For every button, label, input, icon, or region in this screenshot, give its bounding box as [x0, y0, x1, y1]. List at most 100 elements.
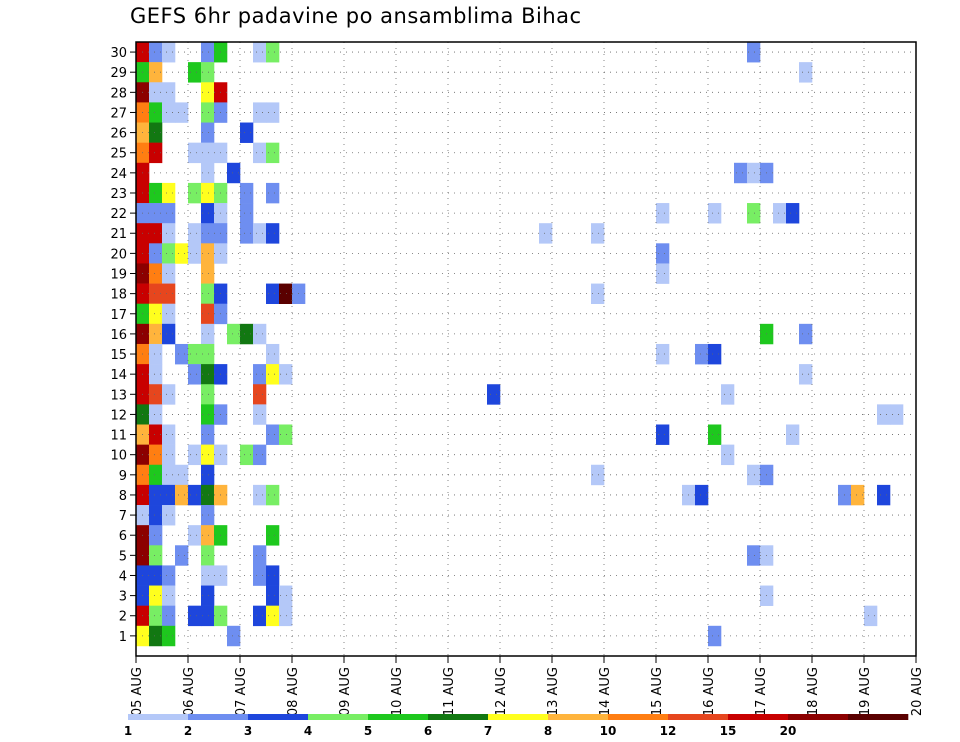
- heatmap-cell: [188, 444, 202, 466]
- heatmap-cell: [162, 605, 176, 627]
- heatmap-cell: [240, 203, 254, 224]
- x-tick-label: 09 AUG: [338, 667, 353, 716]
- heatmap-cell: [149, 142, 163, 164]
- heatmap-cell: [162, 102, 176, 123]
- heatmap-cell: [877, 484, 891, 506]
- legend-swatch: [848, 714, 909, 720]
- heatmap-cell: [188, 364, 202, 385]
- heatmap-cell: [266, 525, 280, 546]
- heatmap-cell: [786, 424, 800, 445]
- x-tick-label: 18 AUG: [806, 667, 821, 716]
- heatmap-cell: [266, 182, 280, 204]
- heatmap-cell: [799, 62, 813, 83]
- heatmap-cell: [227, 625, 241, 647]
- y-tick-label: 22: [110, 207, 127, 222]
- y-tick-label: 9: [119, 469, 127, 484]
- heatmap-cell: [591, 223, 605, 244]
- heatmap-cell: [253, 42, 267, 63]
- heatmap-cell: [162, 303, 176, 325]
- heatmap-cell: [149, 464, 163, 486]
- heatmap-cell: [149, 203, 163, 224]
- heatmap-cell: [149, 605, 163, 627]
- legend-swatch: [308, 714, 369, 720]
- heatmap-cell: [266, 283, 280, 305]
- x-tick-label: 07 AUG: [234, 667, 249, 716]
- heatmap-cell: [162, 585, 176, 606]
- heatmap-cell: [266, 585, 280, 606]
- legend-swatch: [128, 714, 189, 720]
- legend-swatch: [248, 714, 309, 720]
- legend-swatch: [488, 714, 549, 720]
- heatmap-cell: [721, 384, 735, 405]
- heatmap-cell: [149, 364, 163, 385]
- heatmap-cell: [201, 323, 215, 345]
- heatmap-cell: [201, 565, 215, 586]
- heatmap-cell: [149, 444, 163, 466]
- heatmap-cell: [786, 203, 800, 224]
- heatmap-cell: [149, 303, 163, 325]
- heatmap-cell: [149, 484, 163, 506]
- y-tick-label: 16: [110, 328, 127, 343]
- heatmap-cell: [188, 62, 202, 83]
- x-tick-label: 19 AUG: [858, 667, 873, 716]
- y-tick-label: 13: [110, 388, 127, 403]
- y-tick-label: 20: [110, 247, 127, 262]
- y-tick-label: 27: [110, 106, 127, 121]
- heatmap-cell: [747, 545, 761, 566]
- heatmap-cell: [799, 323, 813, 345]
- heatmap-cell: [175, 102, 189, 123]
- heatmap-cell: [175, 243, 189, 264]
- heatmap-cell: [149, 545, 163, 566]
- heatmap-cell: [175, 464, 189, 486]
- heatmap-cell: [149, 263, 163, 284]
- x-tick-label: 15 AUG: [650, 667, 665, 716]
- heatmap-cell: [201, 464, 215, 486]
- legend-label: 20: [780, 724, 797, 738]
- heatmap-cell: [201, 283, 215, 305]
- heatmap-cell: [201, 243, 215, 264]
- heatmap-cell: [162, 182, 176, 204]
- legend-swatch: [428, 714, 489, 720]
- legend-swatch: [188, 714, 249, 720]
- y-tick-label: 14: [110, 368, 127, 383]
- heatmap-cell: [188, 182, 202, 204]
- heatmap-cell: [162, 424, 176, 445]
- heatmap-cell: [201, 424, 215, 445]
- y-tick-label: 12: [110, 408, 127, 423]
- heatmap-cell: [149, 565, 163, 586]
- legend-label: 3: [244, 724, 252, 738]
- x-axis: 05 AUG 06 AUG 07 AUG 08 AUG 09 AUG 10 AUG 11 A…: [130, 656, 925, 716]
- heatmap-cell: [253, 444, 267, 466]
- legend-label: 15: [720, 724, 737, 738]
- x-tick-label: 16 AUG: [702, 667, 717, 716]
- heatmap-cell: [162, 444, 176, 466]
- legend-label: 2: [184, 724, 192, 738]
- heatmap-cell: [201, 223, 215, 244]
- x-tick-label: 20 AUG: [910, 667, 925, 716]
- heatmap-cell: [175, 545, 189, 566]
- heatmap-cell: [266, 42, 280, 63]
- heatmap-cell: [890, 404, 904, 425]
- legend-swatch: [368, 714, 429, 720]
- heatmap-cell: [539, 223, 553, 244]
- heatmap-cell: [201, 42, 215, 63]
- legend-label: 12: [660, 724, 677, 738]
- heatmap-cell: [201, 525, 215, 546]
- heatmap-cell: [162, 223, 176, 244]
- heatmap-cell: [253, 545, 267, 566]
- heatmap-cell: [747, 464, 761, 486]
- y-tick-label: 5: [119, 549, 127, 564]
- heatmap-cell: [851, 484, 865, 506]
- y-tick-label: 6: [119, 529, 127, 544]
- heatmap-cell: [149, 323, 163, 345]
- color-legend: 1 2 3 4 5 6 7 8 10 12 15 20: [124, 714, 909, 738]
- heatmap-cell: [734, 162, 748, 184]
- heatmap-cell: [201, 444, 215, 466]
- heatmap-cell: [864, 605, 878, 627]
- legend-swatch: [728, 714, 789, 720]
- heatmap-cell: [149, 625, 163, 647]
- heatmap-cell: [695, 343, 709, 365]
- heatmap-cell: [747, 162, 761, 184]
- heatmap-cell: [721, 444, 735, 466]
- y-tick-label: 11: [110, 429, 127, 444]
